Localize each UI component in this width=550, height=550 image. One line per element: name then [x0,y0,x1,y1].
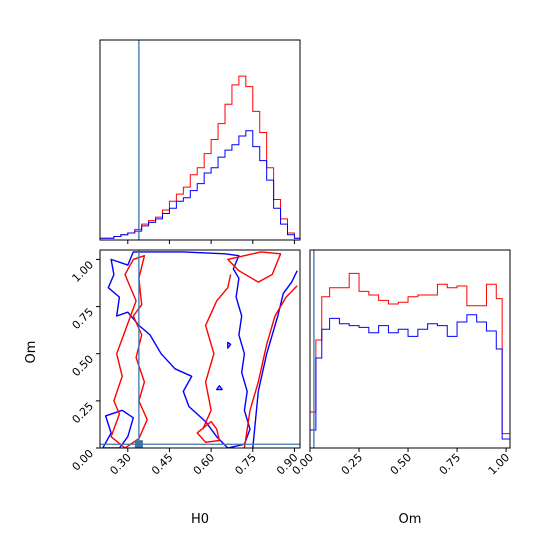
om-hist-frame [309,249,511,449]
h0-hist-frame [99,39,301,241]
h0-hist-series-red [99,75,301,240]
om-hist-x-tick-label: 0.75 [437,451,464,478]
joint-truth-marker [134,440,143,449]
joint-x-tick-label: 0.30 [107,451,134,478]
om-hist-x-tick-label: 0.50 [388,451,415,478]
joint-contour-red-loop [196,420,221,443]
joint-frame [99,249,301,449]
x-axis-label-h0: H0 [191,512,209,527]
joint-x-tick-label: 0.60 [191,451,218,478]
x-axis-label-om: Om [399,512,422,527]
joint-contour-blue-loop [227,341,232,349]
om-histogram-panel: 0.00 0.25 0.50 0.75 1.00 [290,249,513,478]
h0-om-joint-panel: 0.30 0.45 0.60 0.75 0.900.000.250.500.751.00 [70,249,301,478]
joint-y-tick-label: 0.25 [70,400,97,427]
joint-x-tick-label: 0.45 [149,451,176,478]
joint-contour-blue-lower [102,409,134,448]
om-hist-x-tick-label: 0.25 [339,451,366,478]
joint-contour-blue-loop [216,385,223,391]
joint-contour-red-inner [202,274,232,430]
joint-contour-blue-right [252,270,298,448]
joint-y-tick-label: 1.00 [70,258,97,285]
joint-y-tick-label: 0.75 [70,306,97,333]
om-hist-series-blue [309,314,511,448]
joint-y-tick-label: 0.50 [70,353,97,380]
joint-x-tick-label: 0.75 [232,451,259,478]
joint-contour-red-left [110,255,148,448]
joint-y-tick-label: 0.00 [70,447,97,474]
h0-histogram-panel [99,39,301,244]
om-hist-x-tick-label: 1.00 [486,451,513,478]
y-axis-label-om: Om [24,341,39,364]
om-hist-series-red [309,272,511,448]
h0-hist-series-blue [99,130,301,240]
joint-contour-red-right [243,285,298,448]
joint-contour-red-top [227,251,282,283]
joint-contours [102,251,298,448]
